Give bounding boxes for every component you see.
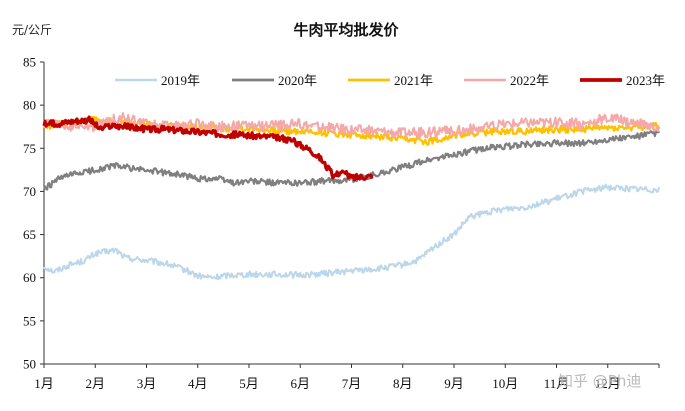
y-tick-label: 70 xyxy=(23,184,36,199)
series-line-3 xyxy=(43,112,660,139)
y-tick-label: 60 xyxy=(23,270,36,285)
series-line-0 xyxy=(43,183,660,281)
x-tick-label: 6月 xyxy=(290,376,310,391)
y-tick-label: 85 xyxy=(23,55,36,70)
axes: 50 55 60 65 70 75 80 85 1月 2月 3月 4月 5月 6月 7月 8月 9月 10月 11月… xyxy=(23,55,660,391)
legend-label: 2019年 xyxy=(161,73,200,88)
x-tick-label: 2月 xyxy=(85,376,105,391)
x-tick-label: 10月 xyxy=(492,376,518,391)
y-tick-label: 50 xyxy=(23,357,36,372)
x-tick-label: 11月 xyxy=(544,376,570,391)
x-tick-label: 1月 xyxy=(34,376,54,391)
x-tick-label: 4月 xyxy=(188,376,208,391)
y-tick-label: 55 xyxy=(23,313,36,328)
x-tick-label: 5月 xyxy=(239,376,259,391)
series-line-4 xyxy=(42,115,374,182)
legend-label: 2022年 xyxy=(510,73,549,88)
y-tick-label: 65 xyxy=(23,227,36,242)
x-tick-label: 7月 xyxy=(342,376,362,391)
x-tick-label: 12月 xyxy=(595,376,621,391)
unit-label: 元/公斤 xyxy=(12,23,52,37)
x-tick-label: 3月 xyxy=(137,376,157,391)
x-tick-label: 9月 xyxy=(444,376,464,391)
x-tick-label: 8月 xyxy=(393,376,413,391)
y-tick-label: 75 xyxy=(23,141,36,156)
series-line-1 xyxy=(42,129,661,191)
watermark: 知乎 @Ph迪 xyxy=(558,372,641,390)
chart-title: 牛肉平均批发价 xyxy=(293,21,399,39)
legend-label: 2020年 xyxy=(278,73,317,88)
y-tick-label: 80 xyxy=(23,98,36,113)
legend-label: 2021年 xyxy=(394,73,433,88)
series-lines xyxy=(42,112,661,281)
legend-label: 2023年 xyxy=(626,73,665,88)
legend: 2019年 2020年 2021年 2022年 2023年 xyxy=(115,73,665,88)
